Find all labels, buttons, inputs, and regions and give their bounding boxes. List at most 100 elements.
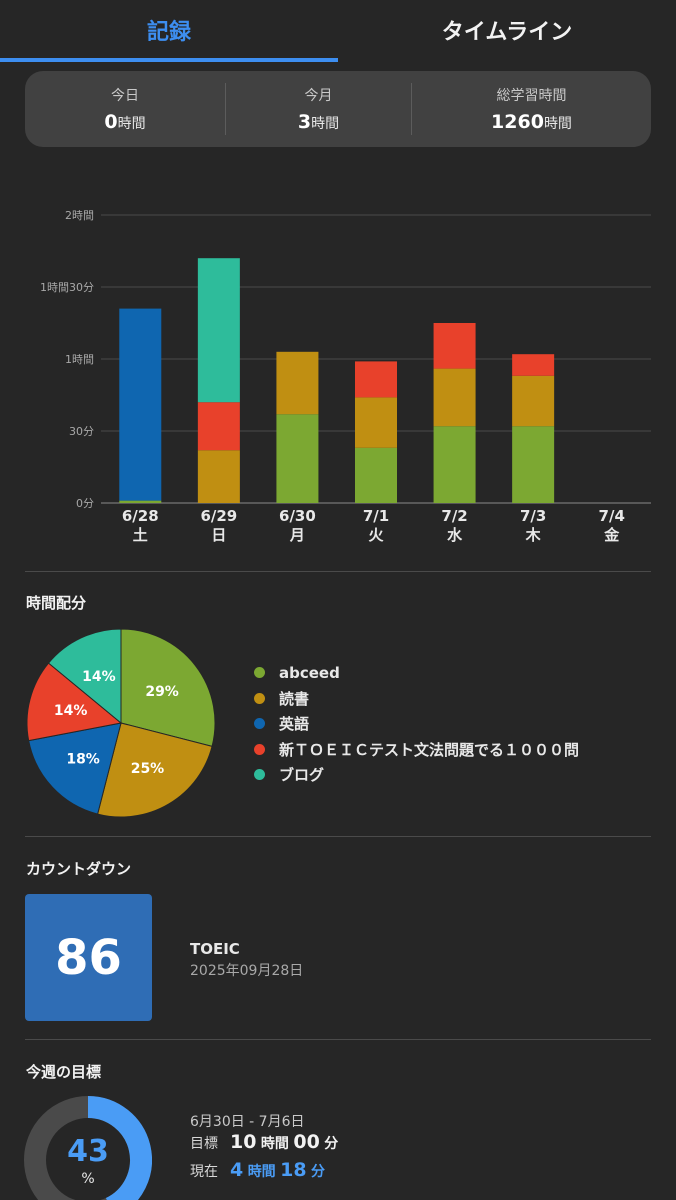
daily-study-bar-chart: 0分 30分 1時間 1時間30分 2時間 6/28土 6/29日 6/30月 7/1火 7/2水… (40, 209, 651, 544)
countdown-title: カウントダウン (26, 860, 132, 878)
weekly-goal-target: 目標 10 時間 00 分 (190, 1131, 338, 1153)
x-tick-date: 7/1 (363, 507, 389, 525)
bar-segment-reading[interactable] (355, 397, 397, 448)
countdown-days: 86 (55, 929, 122, 986)
pie-slice-english[interactable] (28, 722, 122, 815)
bar-segment-toeic1000[interactable] (433, 323, 476, 369)
current-minutes-unit: 分 (311, 1164, 326, 1180)
current-hours-unit: 時間 (247, 1164, 276, 1180)
summary-card: 今日 0時間 今月 3時間 総学習時間 1260時間 (25, 71, 651, 147)
pie-slice-reading[interactable] (97, 722, 213, 818)
bar-segment-reading[interactable] (433, 368, 476, 427)
legend-item-blog[interactable]: ブログ (254, 762, 579, 788)
tab-record[interactable]: 記録 (146, 20, 191, 45)
current-hours: 4 (230, 1159, 244, 1181)
legend-swatch (254, 692, 265, 704)
pie-legend: abceed 読書英語新ＴＯＥＩＣテスト文法問題でる１０００問ブログ (254, 660, 579, 788)
pie-slice-label: 14% (54, 703, 88, 719)
weekly-goal-current: 現在 4 時間 18 分 (190, 1159, 325, 1181)
active-tab-indicator (0, 58, 338, 62)
summary-total-value: 1260時間 (491, 111, 572, 133)
x-tick-weekday: 月 (289, 526, 305, 544)
x-tick-weekday: 日 (211, 526, 226, 544)
x-tick-date: 6/28 (122, 507, 159, 525)
bar-segment-english[interactable] (119, 308, 162, 501)
summary-month-number: 3 (297, 111, 312, 133)
bar-segment-reading[interactable] (197, 450, 240, 503)
legend-label: abceed (279, 663, 340, 682)
section-divider (25, 571, 651, 572)
bar-segment-abceed[interactable] (276, 414, 319, 503)
summary-month-value: 3時間 (298, 111, 339, 133)
section-divider (25, 836, 651, 837)
countdown-exam-name: TOEIC (190, 940, 240, 958)
progress-ring-fill (87, 1096, 152, 1200)
legend-label: 英語 (279, 715, 310, 734)
bar-segment-toeic1000[interactable] (355, 361, 397, 398)
x-tick-date: 7/3 (520, 507, 546, 525)
pie-slice-blog[interactable] (47, 628, 122, 725)
time-distribution-pie-chart: 29% 25% 18% 14% 14% (26, 628, 216, 818)
summary-total-label: 総学習時間 (496, 88, 567, 104)
target-minutes-unit: 分 (324, 1136, 339, 1152)
bar-segment-toeic1000[interactable] (197, 402, 240, 451)
summary-month-unit: 時間 (311, 116, 340, 132)
legend-swatch (254, 769, 265, 781)
summary-today-value: 0時間 (104, 111, 145, 133)
summary-today: 今日 0時間 (25, 83, 225, 135)
legend-swatch (254, 667, 265, 679)
x-tick-weekday: 火 (368, 526, 384, 544)
current-label: 現在 (190, 1164, 218, 1180)
target-minutes: 00 (293, 1131, 320, 1153)
section-divider (25, 1039, 651, 1040)
weekly-goal-title: 今週の目標 (26, 1063, 102, 1081)
bar-segment-reading[interactable] (276, 351, 319, 415)
pie-slice-abceed[interactable] (120, 628, 216, 747)
pie-slice-label: 25% (131, 761, 165, 777)
current-minutes: 18 (280, 1159, 307, 1181)
legend-label: ブログ (279, 766, 325, 785)
distribution-title: 時間配分 (26, 594, 87, 612)
bar-segment-reading[interactable] (512, 375, 555, 427)
pie-slice-label: 14% (82, 669, 116, 685)
legend-swatch (254, 743, 265, 755)
legend-item-toeic1000[interactable]: 新ＴＯＥＩＣテスト文法問題でる１０００問 (254, 737, 579, 763)
summary-total: 総学習時間 1260時間 (412, 83, 651, 135)
countdown-days-box[interactable]: 86 (25, 894, 152, 1021)
pie-slice-label: 18% (66, 752, 100, 768)
bar-segment-blog[interactable] (197, 258, 240, 403)
x-tick-weekday: 金 (603, 526, 620, 544)
bar-segment-abceed[interactable] (433, 426, 476, 503)
weekly-goal-percent: 43 (67, 1134, 109, 1169)
x-tick-date: 7/2 (441, 507, 467, 525)
tab-timeline[interactable]: タイムライン (441, 20, 573, 45)
x-tick-date: 6/30 (279, 507, 316, 525)
x-tick-weekday: 木 (525, 526, 542, 544)
target-hours: 10 (230, 1131, 257, 1153)
countdown-exam-date: 2025年09月28日 (190, 963, 304, 979)
y-tick-label: 1時間30分 (40, 281, 94, 294)
summary-today-unit: 時間 (117, 116, 146, 132)
summary-today-label: 今日 (111, 88, 139, 104)
bar-segment-abceed[interactable] (512, 426, 555, 503)
summary-total-number: 1260 (491, 111, 544, 133)
x-tick-date: 6/29 (200, 507, 237, 525)
legend-item-abceed[interactable]: abceed (254, 660, 579, 686)
summary-month: 今月 3時間 (225, 83, 412, 135)
bar-segment-toeic1000[interactable] (512, 354, 555, 376)
summary-today-number: 0 (104, 111, 118, 133)
pie-slice-toeic1000[interactable] (26, 662, 123, 742)
legend-swatch (254, 718, 265, 730)
y-tick-label: 30分 (69, 425, 94, 438)
legend-item-reading[interactable]: 読書 (254, 686, 579, 712)
legend-item-english[interactable]: 英語 (254, 711, 579, 737)
target-label: 目標 (190, 1136, 218, 1152)
weekly-goal-progress-ring (24, 1096, 152, 1200)
bar-segment-abceed[interactable] (119, 500, 162, 503)
x-tick-date: 7/4 (599, 507, 625, 525)
target-hours-unit: 時間 (260, 1136, 289, 1152)
bar-segment-abceed[interactable] (355, 447, 397, 503)
legend-label: 読書 (279, 689, 310, 708)
pie-slice-label: 29% (145, 684, 179, 700)
y-tick-label: 1時間 (65, 353, 94, 366)
